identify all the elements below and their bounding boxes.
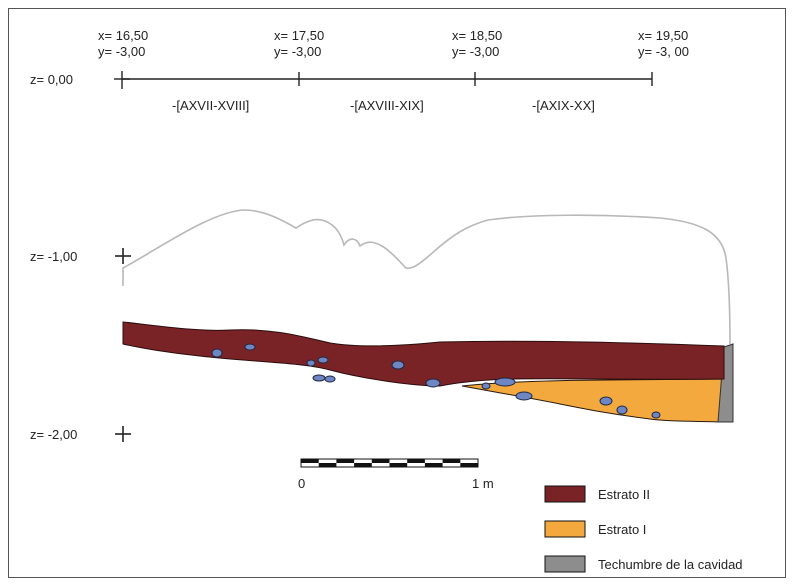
square-label-3: -[AXIX-XX]: [532, 98, 595, 113]
square-label-2: -[AXVIII-XIX]: [350, 98, 424, 113]
coord-x-2: x= 17,50: [274, 28, 324, 43]
scale-bar: [300, 458, 479, 468]
depth-label-0: z= 0,00: [30, 72, 73, 87]
square-label-1: -[AXVII-XVIII]: [172, 98, 249, 113]
stones: [211, 343, 661, 419]
legend: Estrato II Estrato I Techumbre de la cav…: [544, 485, 743, 573]
coord-y-4: y= -3, 00: [638, 44, 689, 59]
estrato-ii-layer: [122, 321, 725, 387]
figure-frame: [8, 8, 786, 578]
scale-label-end: 1 m: [472, 476, 494, 491]
depth-markers: [115, 248, 131, 442]
legend-swatch-estrato-ii: [544, 485, 586, 503]
datum-line: [114, 71, 653, 89]
depth-label-2: z= -2,00: [30, 427, 77, 442]
coord-y-2: y= -3,00: [274, 44, 321, 59]
coordinate-labels: x= 16,50 y= -3,00 x= 17,50 y= -3,00 x= 1…: [98, 28, 689, 59]
coord-y-3: y= -3,00: [452, 44, 499, 59]
coord-x-3: x= 18,50: [452, 28, 502, 43]
coord-x-4: x= 19,50: [638, 28, 688, 43]
legend-swatch-estrato-i: [544, 520, 586, 538]
cavity-outline: [122, 209, 731, 345]
legend-label-estrato-ii: Estrato II: [598, 487, 650, 502]
legend-label-techumbre: Techumbre de la cavidad: [598, 557, 743, 572]
scale-label-start: 0: [298, 476, 305, 491]
depth-label-1: z= -1,00: [30, 249, 77, 264]
techumbre-layer: [717, 343, 734, 423]
coord-y-1: y= -3,00: [98, 44, 145, 59]
legend-label-estrato-i: Estrato I: [598, 522, 646, 537]
legend-swatch-techumbre: [544, 555, 586, 573]
coord-x-1: x= 16,50: [98, 28, 148, 43]
estrato-i-layer: [461, 378, 725, 423]
